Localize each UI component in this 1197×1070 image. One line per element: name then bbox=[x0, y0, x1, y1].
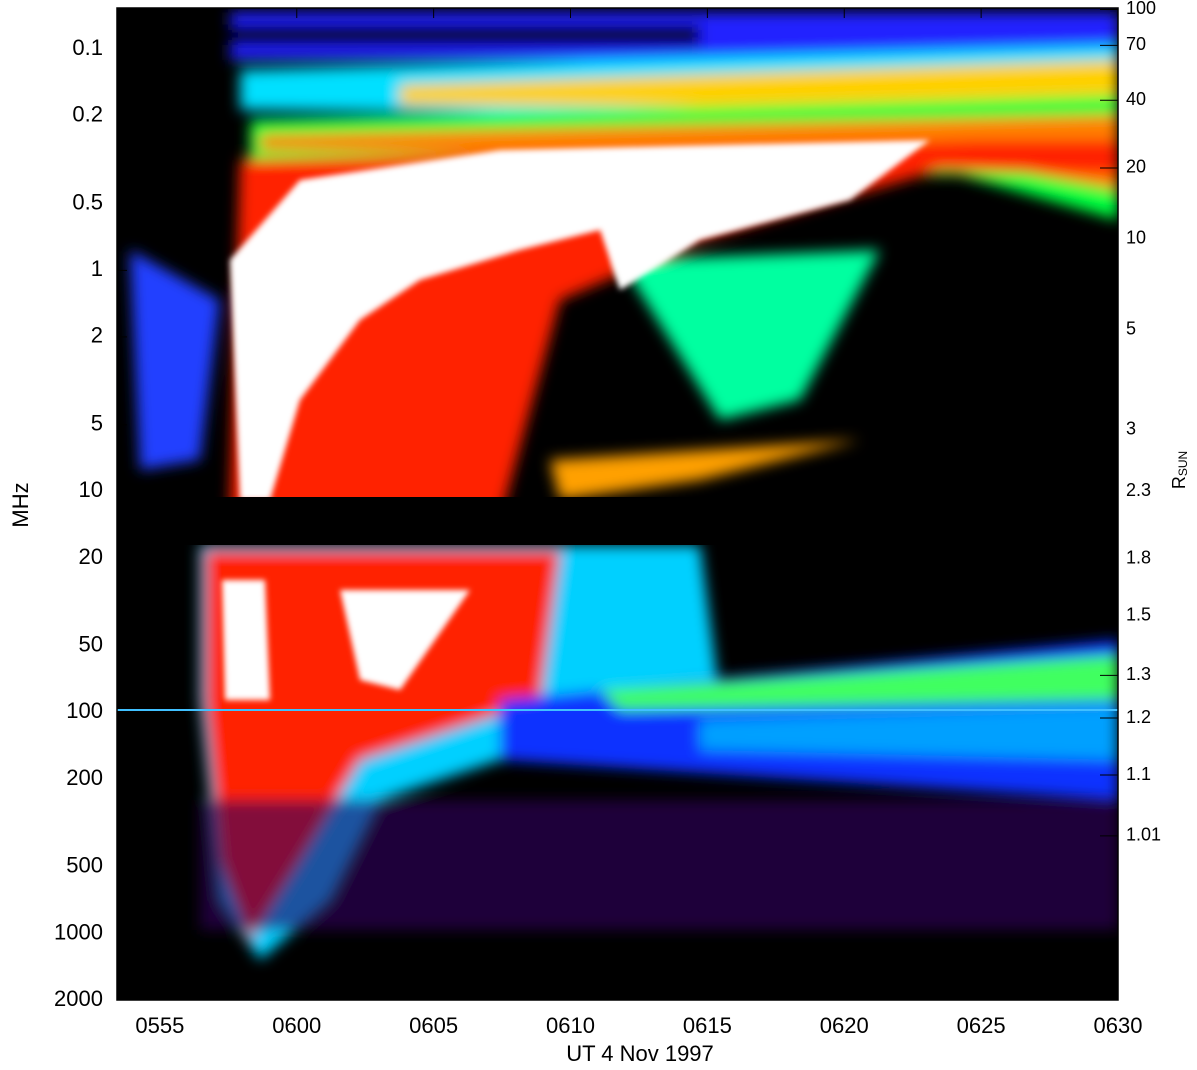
x-tick-label: 0610 bbox=[546, 1013, 595, 1038]
y-tick-label: 50 bbox=[79, 632, 103, 657]
y2-tick-label: 100 bbox=[1126, 0, 1156, 18]
y2-tick-label: 70 bbox=[1126, 34, 1146, 54]
spectrogram-image bbox=[117, 8, 1118, 1000]
x-tick-label: 0630 bbox=[1094, 1013, 1143, 1038]
x-axis-label: UT 4 Nov 1997 bbox=[566, 1041, 714, 1066]
y2-axis-label-sub: SUN bbox=[1176, 451, 1190, 476]
y2-tick-label: 1.8 bbox=[1126, 548, 1151, 568]
y-tick-label: 1000 bbox=[54, 919, 103, 944]
y2-tick-label: 40 bbox=[1126, 89, 1146, 109]
y-tick-label: 20 bbox=[79, 544, 103, 569]
y2-tick-label: 1.3 bbox=[1126, 664, 1151, 684]
y-tick-label: 0.2 bbox=[72, 102, 103, 127]
y2-tick-label: 5 bbox=[1126, 319, 1136, 339]
y2-tick-label: 20 bbox=[1126, 157, 1146, 177]
y2-tick-label: 10 bbox=[1126, 227, 1146, 247]
plot-frame bbox=[116, 7, 1119, 1001]
y-tick-label: 1 bbox=[91, 256, 103, 281]
y-tick-label: 500 bbox=[66, 853, 103, 878]
y2-tick-label: 1.01 bbox=[1126, 825, 1161, 845]
y-tick-label: 2 bbox=[91, 323, 103, 348]
y-tick-label: 0.5 bbox=[72, 190, 103, 215]
y-axis-label: MHz bbox=[8, 482, 33, 527]
x-tick-label: 0605 bbox=[409, 1013, 458, 1038]
y-tick-label: 2000 bbox=[54, 986, 103, 1011]
x-tick-label: 0615 bbox=[683, 1013, 732, 1038]
y-tick-label: 5 bbox=[91, 411, 103, 436]
y-tick-label: 0.1 bbox=[72, 35, 103, 60]
y2-tick-label: 1.1 bbox=[1126, 764, 1151, 784]
y2-tick-label: 1.2 bbox=[1126, 707, 1151, 727]
y-tick-label: 100 bbox=[66, 698, 103, 723]
y2-axis-label-main: R bbox=[1169, 476, 1189, 489]
x-tick-label: 0625 bbox=[957, 1013, 1006, 1038]
y2-tick-label: 1.5 bbox=[1126, 605, 1151, 625]
y2-tick-label: 2.3 bbox=[1126, 480, 1151, 500]
y2-axis-label: RSUN bbox=[1169, 451, 1190, 489]
x-tick-label: 0555 bbox=[135, 1013, 184, 1038]
y2-tick-label: 3 bbox=[1126, 418, 1136, 438]
y-tick-label: 10 bbox=[79, 477, 103, 502]
x-tick-label: 0600 bbox=[272, 1013, 321, 1038]
x-tick-label: 0620 bbox=[820, 1013, 869, 1038]
y-tick-label: 200 bbox=[66, 765, 103, 790]
